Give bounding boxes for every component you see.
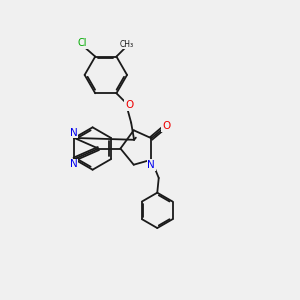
Text: O: O <box>162 121 170 131</box>
Text: O: O <box>125 100 133 110</box>
Text: N: N <box>70 128 77 138</box>
Text: N: N <box>70 159 77 170</box>
Text: CH₃: CH₃ <box>120 40 134 49</box>
Text: Cl: Cl <box>77 38 87 48</box>
Text: N: N <box>148 160 155 170</box>
